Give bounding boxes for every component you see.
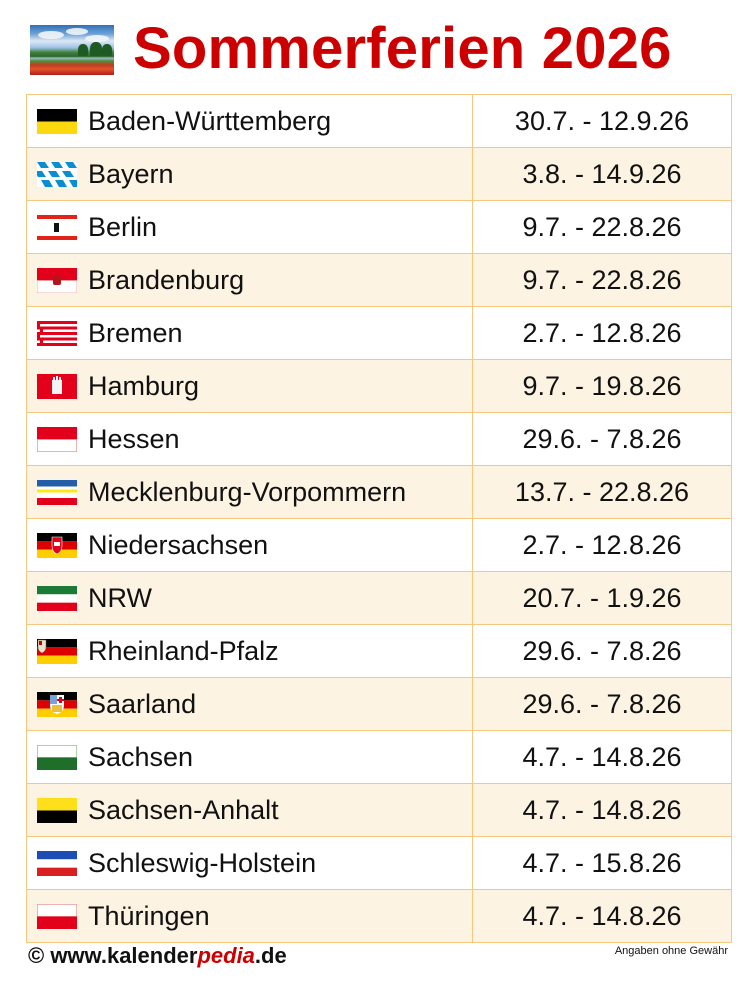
state-name: Sachsen xyxy=(88,741,194,772)
state-name: Brandenburg xyxy=(88,264,245,295)
flag-schleswig-holstein-icon xyxy=(37,850,77,876)
table-row: Saarland 29.6. - 7.8.26 xyxy=(27,678,731,731)
state-cell: Brandenburg xyxy=(27,254,473,306)
state-name: Niedersachsen xyxy=(88,529,269,560)
state-name: NRW xyxy=(88,582,152,613)
state-cell: Sachsen xyxy=(27,731,473,783)
date-range: 9.7. - 19.8.26 xyxy=(522,370,682,401)
state-name: Thüringen xyxy=(88,900,210,931)
date-range: 9.7. - 22.8.26 xyxy=(522,264,682,295)
copyright-prefix: © www.kalender xyxy=(28,943,198,968)
state-cell: Rheinland-Pfalz xyxy=(27,625,473,677)
date-range: 29.6. - 7.8.26 xyxy=(522,688,682,719)
state-cell: Niedersachsen xyxy=(27,519,473,571)
copyright-accent: pedia xyxy=(197,943,255,968)
table-row: Sachsen-Anhalt 4.7. - 14.8.26 xyxy=(27,784,731,837)
date-range: 20.7. - 1.9.26 xyxy=(522,582,682,613)
flag-berlin-icon xyxy=(37,214,77,240)
date-range: 4.7. - 14.8.26 xyxy=(522,794,682,825)
flag-thueringen-icon xyxy=(37,903,77,929)
flag-bremen-icon xyxy=(37,320,77,346)
table-row: Rheinland-Pfalz 29.6. - 7.8.26 xyxy=(27,625,731,678)
state-cell: Schleswig-Holstein xyxy=(27,837,473,889)
copyright-link[interactable]: © www.kalenderpedia.de xyxy=(28,943,287,969)
state-cell: Berlin xyxy=(27,201,473,253)
date-range: 4.7. - 14.8.26 xyxy=(522,741,682,772)
date-range: 29.6. - 7.8.26 xyxy=(522,423,682,454)
state-name: Rheinland-Pfalz xyxy=(88,635,279,666)
table-row: Berlin 9.7. - 22.8.26 xyxy=(27,201,731,254)
state-name: Bayern xyxy=(88,158,174,189)
state-name: Sachsen-Anhalt xyxy=(88,794,279,825)
table-row: NRW 20.7. - 1.9.26 xyxy=(27,572,731,625)
state-cell: Hessen xyxy=(27,413,473,465)
copyright-suffix: .de xyxy=(254,943,287,968)
state-cell: Thüringen xyxy=(27,890,473,942)
table-row: Niedersachsen 2.7. - 12.8.26 xyxy=(27,519,731,572)
table-row: Baden-Württemberg 30.7. - 12.9.26 xyxy=(27,95,731,148)
flag-bayern-icon xyxy=(37,161,77,187)
flag-niedersachsen-icon xyxy=(37,532,77,558)
table-row: Schleswig-Holstein 4.7. - 15.8.26 xyxy=(27,837,731,890)
date-range: 30.7. - 12.9.26 xyxy=(514,105,690,136)
flag-saarland-icon xyxy=(37,691,77,717)
state-cell: Sachsen-Anhalt xyxy=(27,784,473,836)
flag-nrw-icon xyxy=(37,585,77,611)
date-range: 4.7. - 14.8.26 xyxy=(522,900,682,931)
date-range: 2.7. - 12.8.26 xyxy=(522,529,682,560)
table-row: Mecklenburg-Vorpommern 13.7. - 22.8.26 xyxy=(27,466,731,519)
table-row: Thüringen 4.7. - 14.8.26 xyxy=(27,890,731,943)
flag-rheinland-pfalz-icon xyxy=(37,638,77,664)
state-name: Bremen xyxy=(88,317,183,348)
flag-hessen-icon xyxy=(37,426,77,452)
flag-brandenburg-icon xyxy=(37,267,77,293)
state-cell: Saarland xyxy=(27,678,473,730)
state-cell: Baden-Württemberg xyxy=(27,95,473,147)
holiday-table: Baden-Württemberg 30.7. - 12.9.26 Bayern… xyxy=(26,94,732,943)
state-name: Baden-Württemberg xyxy=(88,105,332,136)
flag-sachsen-anhalt-icon xyxy=(37,797,77,823)
table-row: Brandenburg 9.7. - 22.8.26 xyxy=(27,254,731,307)
state-cell: NRW xyxy=(27,572,473,624)
flag-hamburg-icon xyxy=(37,373,77,399)
date-range: 9.7. - 22.8.26 xyxy=(522,211,682,242)
state-name: Schleswig-Holstein xyxy=(88,847,317,878)
page-title: Sommerferien 2026 xyxy=(133,16,672,81)
state-name: Mecklenburg-Vorpommern xyxy=(88,476,407,507)
page-header: Sommerferien 2026 xyxy=(0,0,756,94)
state-cell: Bayern xyxy=(27,148,473,200)
flag-mecklenburg-vorpommern-icon xyxy=(37,479,77,505)
state-cell: Bremen xyxy=(27,307,473,359)
date-range: 29.6. - 7.8.26 xyxy=(522,635,682,666)
date-range: 2.7. - 12.8.26 xyxy=(522,317,682,348)
state-cell: Hamburg xyxy=(27,360,473,412)
state-name: Berlin xyxy=(88,211,158,242)
table-row: Sachsen 4.7. - 14.8.26 xyxy=(27,731,731,784)
state-cell: Mecklenburg-Vorpommern xyxy=(27,466,473,518)
table-row: Bremen 2.7. - 12.8.26 xyxy=(27,307,731,360)
disclaimer: Angaben ohne Gewähr xyxy=(614,945,728,957)
summer-park-photo xyxy=(30,25,114,75)
flag-baden-wuerttemberg-icon xyxy=(37,108,77,134)
table-row: Hessen 29.6. - 7.8.26 xyxy=(27,413,731,466)
flag-sachsen-icon xyxy=(37,744,77,770)
date-range: 13.7. - 22.8.26 xyxy=(514,476,690,507)
table-row: Hamburg 9.7. - 19.8.26 xyxy=(27,360,731,413)
date-range: 3.8. - 14.9.26 xyxy=(522,158,682,189)
table-row: Bayern 3.8. - 14.9.26 xyxy=(27,148,731,201)
state-name: Hessen xyxy=(88,423,180,454)
state-name: Saarland xyxy=(88,688,197,719)
state-name: Hamburg xyxy=(88,370,200,401)
date-range: 4.7. - 15.8.26 xyxy=(522,847,682,878)
